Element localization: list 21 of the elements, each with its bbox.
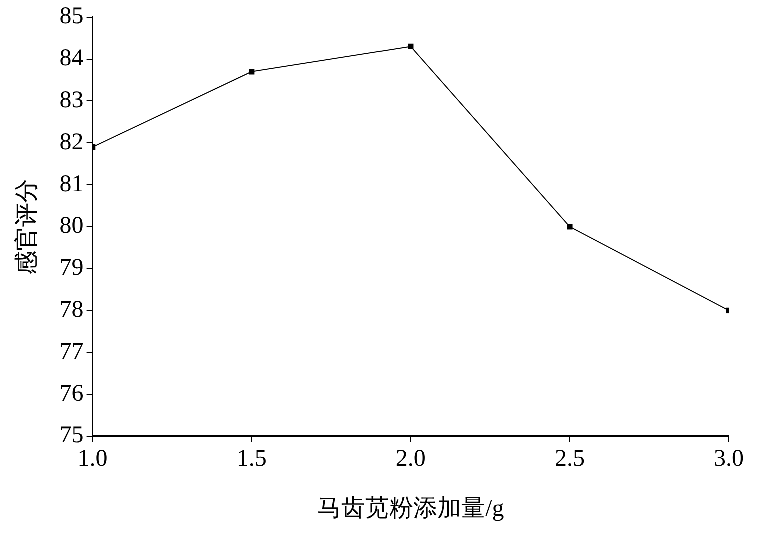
y-tick-label: 79 bbox=[60, 255, 84, 282]
y-tick-label: 78 bbox=[60, 296, 84, 323]
y-tick-label: 84 bbox=[60, 46, 84, 72]
y-tick-label: 81 bbox=[60, 171, 84, 198]
point bbox=[408, 44, 414, 50]
x-tick-label: 2.0 bbox=[396, 446, 426, 472]
y-axis-title: 感官评分 bbox=[14, 178, 41, 275]
y-tick-label: 77 bbox=[60, 338, 84, 365]
x-tick-label: 1.0 bbox=[78, 446, 108, 472]
y-tick-label: 85 bbox=[60, 4, 84, 30]
y-tick-label: 83 bbox=[60, 87, 84, 114]
x-axis-title: 马齿苋粉添加量/g bbox=[318, 496, 504, 522]
point bbox=[249, 69, 255, 75]
point bbox=[567, 224, 573, 230]
y-tick-label: 75 bbox=[60, 422, 84, 449]
y-tick-label: 76 bbox=[60, 380, 84, 407]
x-tick-label: 1.5 bbox=[236, 446, 267, 472]
y-tick-label: 80 bbox=[60, 213, 84, 240]
x-tick-label: 3.0 bbox=[714, 446, 744, 472]
x-tick-label: 2.5 bbox=[554, 446, 585, 472]
y-tick-label: 82 bbox=[60, 129, 84, 156]
